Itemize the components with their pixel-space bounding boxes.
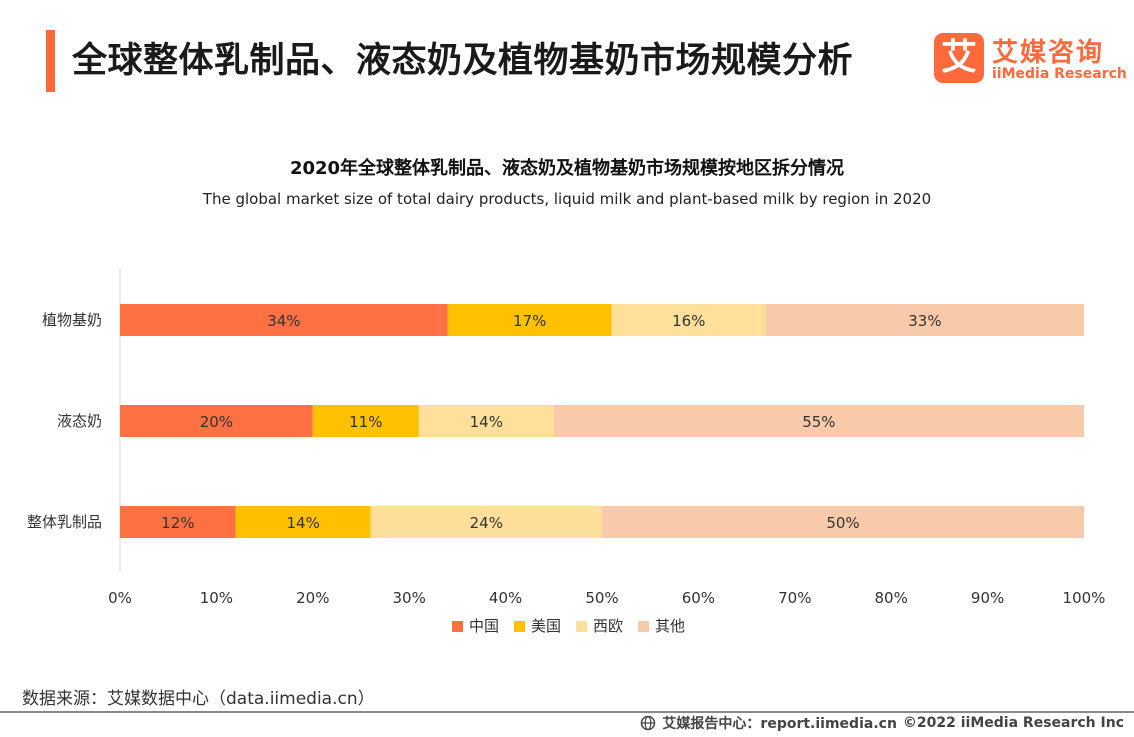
bar-segment [235, 506, 371, 538]
bar-segment [312, 405, 419, 437]
bar-segment [447, 304, 612, 336]
legend-label: 其他 [655, 617, 685, 635]
legend-swatch [638, 621, 649, 632]
logo-mark: 艾 [934, 33, 984, 83]
category-label: 植物基奶 [42, 311, 102, 329]
bar-segment [553, 405, 1084, 437]
x-tick-label: 80% [875, 589, 908, 607]
bar-segment [602, 506, 1084, 538]
x-tick-label: 90% [971, 589, 1004, 607]
title-accent-bar [46, 30, 55, 92]
chart-title: 2020年全球整体乳制品、液态奶及植物基奶市场规模按地区拆分情况 [289, 158, 845, 179]
globe-icon [641, 715, 656, 731]
bar-segment [370, 506, 602, 538]
legend-swatch [452, 621, 463, 632]
data-label: 24% [470, 514, 503, 532]
data-label: 14% [470, 413, 503, 431]
data-label: 55% [802, 413, 835, 431]
bar-segment [418, 405, 554, 437]
page-title: 全球整体乳制品、液态奶及植物基奶市场规模分析 [72, 41, 854, 81]
data-label: 50% [826, 514, 859, 532]
logo-english-name: iiMedia Research [992, 66, 1127, 82]
data-label: 34% [267, 312, 300, 330]
legend-label: 西欧 [593, 617, 623, 635]
bar-segment [765, 304, 1084, 336]
data-label: 33% [908, 312, 941, 330]
legend-label: 中国 [469, 617, 499, 635]
stacked-bar-chart: 植物基奶 34% 17% 16% 33% 液态奶 20% 11% 14% 55% 整体乳制品 12% 1… [27, 268, 1106, 635]
x-tick-label: 20% [296, 589, 329, 607]
data-label: 17% [513, 312, 546, 330]
data-source: 数据来源：艾媒数据中心（data.iimedia.cn） [22, 689, 375, 709]
data-label: 14% [286, 514, 319, 532]
data-label: 11% [349, 413, 382, 431]
data-label: 16% [672, 312, 705, 330]
footer-report-center: 艾媒报告中心：report.iimedia.cn [662, 716, 897, 732]
x-tick-label: 40% [489, 589, 522, 607]
bar-segment [120, 506, 236, 538]
x-tick-label: 30% [393, 589, 426, 607]
legend-swatch [514, 621, 525, 632]
x-tick-label: 70% [778, 589, 811, 607]
footer-copyright: ©2022 iiMedia Research Inc [902, 715, 1124, 731]
data-label: 12% [161, 514, 194, 532]
footer: 艾媒报告中心：report.iimedia.cn ©2022 iiMedia R… [640, 713, 1124, 733]
x-tick-label: 0% [108, 589, 132, 607]
x-tick-label: 100% [1063, 589, 1106, 607]
x-tick-label: 60% [682, 589, 715, 607]
x-tick-label: 10% [200, 589, 233, 607]
category-label: 整体乳制品 [27, 513, 102, 531]
bar-segment [120, 405, 313, 437]
category-label: 液态奶 [57, 412, 102, 430]
bar-segment [120, 304, 448, 336]
footer-divider [0, 711, 1134, 713]
logo-chinese-name: 艾媒咨询 [992, 38, 1105, 68]
chart-subtitle: The global market size of total dairy pr… [202, 190, 932, 208]
legend-swatch [576, 621, 587, 632]
iimedia-logo: 艾 艾媒咨询 iiMedia Research [934, 30, 1127, 90]
bar-segment [611, 304, 766, 336]
x-tick-label: 50% [585, 589, 618, 607]
data-label: 20% [200, 413, 233, 431]
legend-label: 美国 [531, 617, 561, 635]
